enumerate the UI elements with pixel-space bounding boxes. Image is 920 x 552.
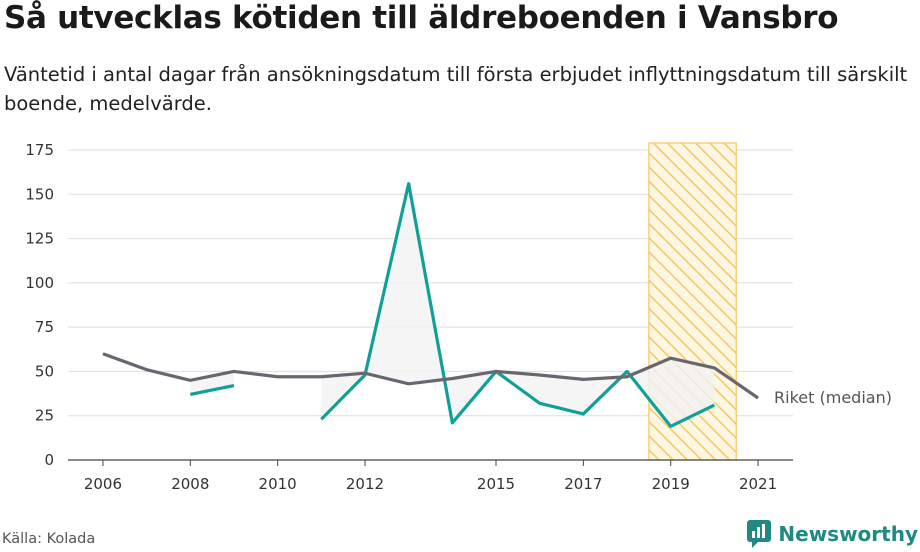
chart-title: Så utvecklas kötiden till äldreboenden i… xyxy=(4,0,839,36)
x-tick-label: 2010 xyxy=(259,475,297,493)
x-tick-label: 2021 xyxy=(739,475,777,493)
series-line-riket xyxy=(102,352,759,400)
x-tick-label: 2008 xyxy=(171,475,209,493)
source-label: Källa: Kolada xyxy=(2,531,96,547)
x-tick-label: 2006 xyxy=(84,475,122,493)
series-label-riket: Riket (median) xyxy=(774,388,892,407)
brand-name: Newsworthy xyxy=(778,522,918,546)
y-tick-label: 150 xyxy=(25,185,54,203)
brand-logo: Newsworthy xyxy=(746,519,918,549)
x-tick-label: 2015 xyxy=(477,475,515,493)
x-tick-label: 2012 xyxy=(346,475,384,493)
series-line-vansbro xyxy=(189,182,716,428)
y-tick-label: 0 xyxy=(44,451,54,469)
difference-band xyxy=(190,371,234,395)
y-tick-label: 175 xyxy=(25,141,54,159)
chart-subtitle: Väntetid i antal dagar från ansökningsda… xyxy=(4,63,908,115)
newsworthy-icon xyxy=(747,520,772,548)
y-tick-label: 125 xyxy=(25,230,54,248)
y-tick-label: 100 xyxy=(25,274,54,292)
y-tick-label: 75 xyxy=(35,318,54,336)
x-tick-label: 2019 xyxy=(652,475,690,493)
x-tick-label: 2017 xyxy=(564,475,602,493)
y-tick-label: 25 xyxy=(35,407,54,425)
y-tick-label: 50 xyxy=(35,362,54,380)
